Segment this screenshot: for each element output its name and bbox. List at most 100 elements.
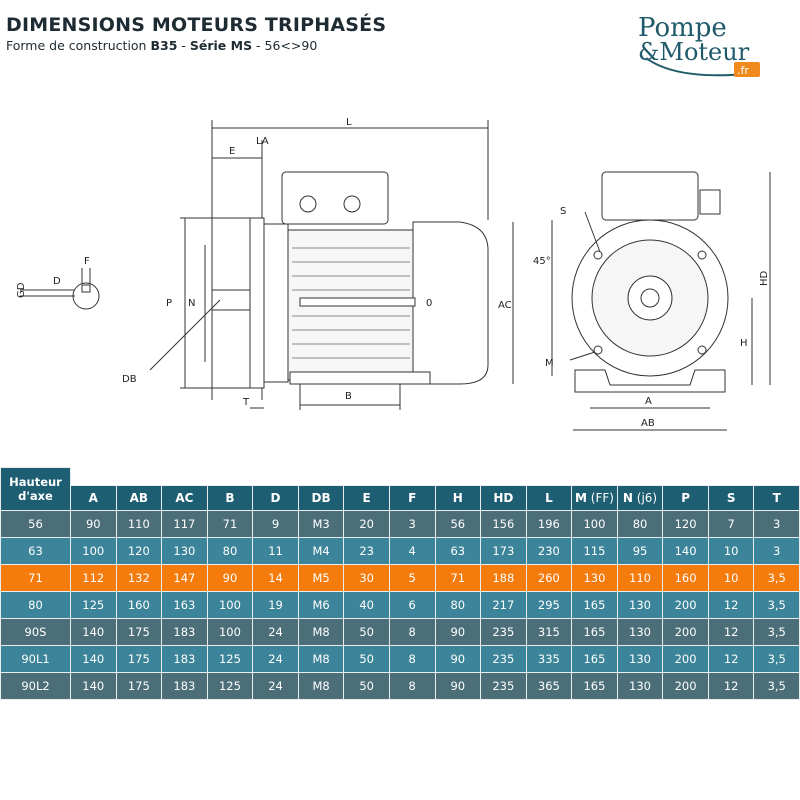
column-header-h: H — [434, 485, 482, 511]
table-cell: 71 — [206, 510, 254, 538]
table-cell: 125 — [70, 591, 117, 619]
table-cell: 8 — [388, 645, 436, 673]
column-header-db: DB — [297, 485, 345, 511]
dimensions-table: Hauteur d'axe A AB AC B D DB E F H HD L M (FF) N (j6… — [0, 467, 800, 700]
table-cell: 10 — [707, 564, 755, 592]
svg-text:Pompe: Pompe — [638, 13, 727, 43]
label-N: N — [188, 298, 195, 309]
label-P: P — [166, 298, 172, 309]
label-AC: AC — [498, 300, 512, 311]
label-E: E — [229, 146, 235, 157]
table-cell: 117 — [161, 510, 208, 538]
table-cell: 132 — [115, 564, 163, 592]
table-cell: 90 — [434, 672, 482, 700]
table-cell: 140 — [70, 672, 117, 700]
table-cell: 183 — [161, 672, 208, 700]
table-cell: 20 — [343, 510, 390, 538]
column-header-p: P — [662, 485, 709, 511]
table-cell: 200 — [662, 672, 709, 700]
label-L: L — [346, 117, 352, 128]
table-cell: 24 — [252, 645, 299, 673]
table-cell: 100 — [206, 618, 254, 646]
table-cell: 165 — [571, 672, 618, 700]
column-header-main: A — [88, 491, 98, 505]
table-cell: 165 — [571, 618, 618, 646]
table-cell: 90 — [70, 510, 117, 538]
table-row: 90L1 140 175 183 125 24 M8 50 8 90 235 335 165 130 200… — [0, 645, 800, 673]
column-header-main: N — [622, 491, 633, 505]
table-row: 56 90 110 117 71 9 M3 20 3 56 156 196 100 80 120 7 3 — [0, 510, 800, 538]
table-cell: 3,5 — [753, 618, 800, 646]
column-header-main: M — [575, 491, 587, 505]
motor-dimension-drawing: L E LA P N AC D F GD DB B T 0 S 45° HD H… — [16, 117, 771, 431]
table-row: 90L2 140 175 183 125 24 M8 50 8 90 235 365 165 130 200… — [0, 672, 800, 700]
table-cell: 235 — [480, 672, 527, 700]
table-cell: 11 — [252, 537, 299, 565]
column-header-l: L — [525, 485, 573, 511]
table-cell: 130 — [616, 645, 664, 673]
label-angle: 45° — [533, 256, 551, 267]
table-cell: 50 — [343, 618, 390, 646]
table-cell: 9 — [252, 510, 299, 538]
table-row: 90S 140 175 183 100 24 M8 50 8 90 235 315 165 130 200 1… — [0, 618, 800, 646]
column-header-b: B — [206, 485, 254, 511]
table-cell: 200 — [662, 618, 709, 646]
table-cell: 12 — [707, 672, 755, 700]
table-row: 63 100 120 130 80 11 M4 23 4 63 173 230 115 95 140 10 3 — [0, 537, 800, 565]
table-cell: 80 — [616, 510, 664, 538]
table-cell: 6 — [388, 591, 436, 619]
column-header-e: E — [343, 485, 390, 511]
table-cell: 112 — [70, 564, 117, 592]
table-cell: 160 — [662, 564, 709, 592]
table-cell: 140 — [70, 618, 117, 646]
column-header-main: DB — [311, 491, 331, 505]
label-A: A — [645, 396, 652, 407]
table-cell: 24 — [252, 672, 299, 700]
table-cell: 110 — [115, 510, 163, 538]
table-cell: 175 — [115, 645, 163, 673]
table-cell: 183 — [161, 618, 208, 646]
row-hauteur-axe: 90L2 — [0, 672, 71, 700]
table-cell: 175 — [115, 672, 163, 700]
column-header-d: D — [252, 485, 299, 511]
table-cell: M5 — [297, 564, 345, 592]
table-cell: 3,5 — [753, 564, 800, 592]
table-cell: 120 — [115, 537, 163, 565]
column-header-hd: HD — [480, 485, 527, 511]
table-cell: 165 — [571, 645, 618, 673]
label-HD: HD — [759, 270, 770, 286]
table-cell: 90 — [206, 564, 254, 592]
table-cell: 188 — [480, 564, 527, 592]
table-cell: 217 — [480, 591, 527, 619]
flange — [249, 217, 265, 389]
table-cell: M8 — [297, 618, 345, 646]
column-header-main: AC — [175, 491, 194, 505]
table-cell: 140 — [662, 537, 709, 565]
column-header-n: N (j6) — [616, 485, 664, 511]
table-cell: 56 — [434, 510, 482, 538]
table-cell: 200 — [662, 645, 709, 673]
table-cell: M3 — [297, 510, 345, 538]
column-header-main: T — [772, 491, 781, 505]
table-cell: 235 — [480, 645, 527, 673]
subtitle-sep: - — [177, 38, 190, 53]
column-header-a: A — [70, 485, 117, 511]
label-GD: GD — [16, 282, 27, 298]
table-cell: 165 — [571, 591, 618, 619]
table-cell: 196 — [525, 510, 573, 538]
column-header-ab: AB — [115, 485, 163, 511]
column-header-ac: AC — [161, 485, 208, 511]
table-cell: 335 — [525, 645, 573, 673]
table-cell: 160 — [115, 591, 163, 619]
table-cell: M4 — [297, 537, 345, 565]
table-cell: 95 — [616, 537, 664, 565]
table-cell: 173 — [480, 537, 527, 565]
table-cell: 30 — [343, 564, 390, 592]
table-cell: 7 — [707, 510, 755, 538]
subtitle-series: Série MS — [189, 38, 253, 53]
table-cell: 24 — [252, 618, 299, 646]
table-cell: 80 — [434, 591, 482, 619]
label-M: M — [545, 358, 554, 369]
table-cell: 163 — [161, 591, 208, 619]
table-cell: 8 — [388, 672, 436, 700]
